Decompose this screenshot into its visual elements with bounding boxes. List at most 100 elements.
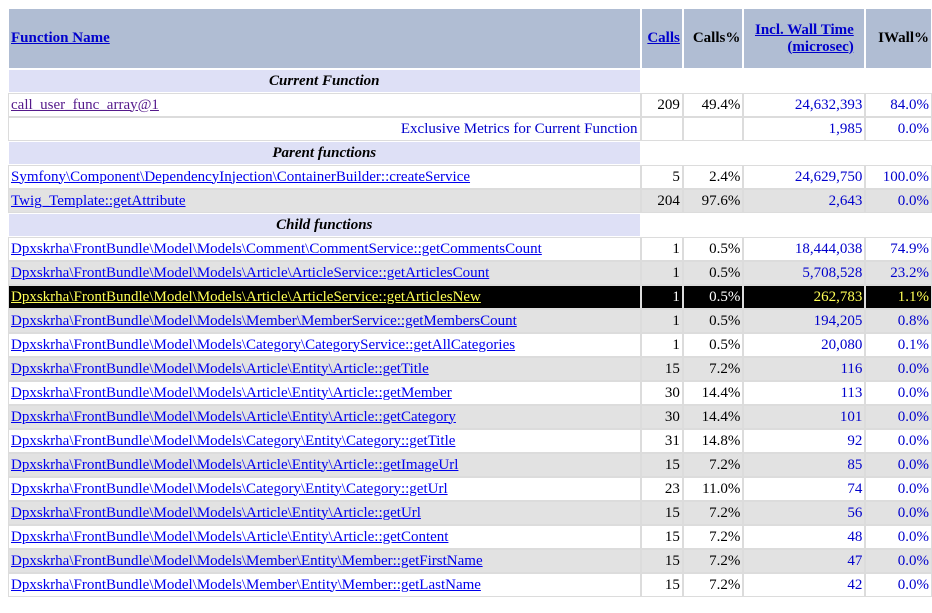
- function-link[interactable]: Dpxskrha\FrontBundle\Model\Models\Articl…: [11, 384, 452, 401]
- section-title: Current Function: [9, 70, 640, 92]
- wall-cell: 1,985: [743, 117, 866, 141]
- parents-row: Symfony\Component\DependencyInjection\Co…: [8, 165, 932, 189]
- children-row: Dpxskrha\FrontBundle\Model\Models\Articl…: [8, 501, 932, 525]
- calls-cell: 15: [640, 525, 683, 549]
- wall-pct-cell: 100.0%: [865, 165, 932, 189]
- function-link[interactable]: Dpxskrha\FrontBundle\Model\Models\Catego…: [11, 432, 456, 449]
- section-parents: Parent functions: [9, 142, 931, 164]
- wall-cell: 42: [743, 573, 866, 597]
- calls-pct-cell: 7.2%: [682, 525, 744, 549]
- wall-cell: 5,708,528: [743, 261, 866, 285]
- function-link[interactable]: Dpxskrha\FrontBundle\Model\Models\Commen…: [11, 240, 542, 257]
- calls-pct-cell: 7.2%: [682, 453, 744, 477]
- function-name-cell: Dpxskrha\FrontBundle\Model\Models\Catego…: [8, 429, 641, 453]
- wall-cell: 20,080: [743, 333, 866, 357]
- children-row: Dpxskrha\FrontBundle\Model\Models\Commen…: [8, 237, 932, 261]
- wall-pct-cell: 23.2%: [865, 261, 932, 285]
- wall-pct-cell: 0.0%: [865, 525, 932, 549]
- calls-pct-cell: 97.6%: [682, 189, 744, 213]
- wall-pct-cell: 0.8%: [865, 309, 932, 333]
- function-name-cell: Dpxskrha\FrontBundle\Model\Models\Articl…: [8, 261, 641, 285]
- wall-pct-cell: 0.0%: [865, 549, 932, 573]
- function-link[interactable]: Dpxskrha\FrontBundle\Model\Models\Catego…: [11, 480, 448, 497]
- function-link[interactable]: Dpxskrha\FrontBundle\Model\Models\Articl…: [11, 504, 421, 521]
- section-title: Child functions: [9, 214, 640, 236]
- wall-cell: 113: [743, 381, 866, 405]
- wall-pct-cell: 0.0%: [865, 429, 932, 453]
- children-row: Dpxskrha\FrontBundle\Model\Models\Articl…: [8, 453, 932, 477]
- sort-calls-link[interactable]: Calls: [647, 30, 680, 46]
- wall-cell: 18,444,038: [743, 237, 866, 261]
- calls-cell: 1: [640, 333, 683, 357]
- calls-cell: 1: [640, 285, 683, 309]
- function-name-cell: Dpxskrha\FrontBundle\Model\Models\Member…: [8, 549, 641, 573]
- function-link[interactable]: Dpxskrha\FrontBundle\Model\Models\Articl…: [11, 528, 449, 545]
- children-row: Dpxskrha\FrontBundle\Model\Models\Articl…: [8, 381, 932, 405]
- wall-pct-cell: 0.0%: [865, 405, 932, 429]
- calls-cell: 23: [640, 477, 683, 501]
- children-row: Dpxskrha\FrontBundle\Model\Models\Catego…: [8, 429, 932, 453]
- function-name-cell: Dpxskrha\FrontBundle\Model\Models\Articl…: [8, 501, 641, 525]
- wall-pct-cell: 1.1%: [865, 285, 932, 309]
- calls-pct-cell: 7.2%: [682, 357, 744, 381]
- profiler-table: Function Name Calls Calls% Incl. Wall Ti…: [7, 7, 932, 598]
- function-link[interactable]: Dpxskrha\FrontBundle\Model\Models\Member…: [11, 312, 517, 329]
- calls-cell: 15: [640, 453, 683, 477]
- function-link[interactable]: Dpxskrha\FrontBundle\Model\Models\Articl…: [11, 360, 429, 377]
- function-name-cell: Dpxskrha\FrontBundle\Model\Models\Articl…: [8, 381, 641, 405]
- function-name-cell: Dpxskrha\FrontBundle\Model\Models\Member…: [8, 309, 641, 333]
- calls-cell: 5: [640, 165, 683, 189]
- incl-wall-time-unit: (microsec): [787, 38, 854, 55]
- calls-cell: 30: [640, 381, 683, 405]
- exclusive-metrics-row: Exclusive Metrics for Current Function 1…: [8, 117, 932, 141]
- children-row: Dpxskrha\FrontBundle\Model\Models\Articl…: [8, 261, 932, 285]
- sort-incl-wall-time-link[interactable]: Incl. Wall Time (microsec): [755, 22, 854, 56]
- wall-pct-cell: 0.0%: [865, 381, 932, 405]
- section-children: Child functions: [9, 214, 931, 236]
- calls-pct-cell: 0.5%: [682, 261, 744, 285]
- wall-cell: 85: [743, 453, 866, 477]
- section-title: Parent functions: [9, 142, 640, 164]
- function-link[interactable]: Twig_Template::getAttribute: [11, 192, 186, 209]
- header-row: Function Name Calls Calls% Incl. Wall Ti…: [9, 9, 931, 68]
- current-function-link[interactable]: call_user_func_array@1: [11, 96, 159, 113]
- function-link[interactable]: Dpxskrha\FrontBundle\Model\Models\Articl…: [11, 408, 456, 425]
- function-link[interactable]: Dpxskrha\FrontBundle\Model\Models\Member…: [11, 576, 481, 593]
- wall-pct-cell: 0.1%: [865, 333, 932, 357]
- col-calls[interactable]: Calls: [641, 9, 682, 68]
- wall-cell: 92: [743, 429, 866, 453]
- function-name-cell: Twig_Template::getAttribute: [8, 189, 641, 213]
- wall-pct-cell: 0.0%: [865, 357, 932, 381]
- function-link[interactable]: Dpxskrha\FrontBundle\Model\Models\Articl…: [11, 288, 481, 305]
- children-row: Dpxskrha\FrontBundle\Model\Models\Articl…: [8, 285, 932, 309]
- function-link[interactable]: Dpxskrha\FrontBundle\Model\Models\Catego…: [11, 336, 516, 353]
- function-link[interactable]: Symfony\Component\DependencyInjection\Co…: [11, 168, 471, 185]
- section-current: Current Function: [9, 70, 931, 92]
- calls-cell: 204: [640, 189, 683, 213]
- wall-pct-cell: 0.0%: [865, 189, 932, 213]
- calls-pct-cell: 0.5%: [682, 237, 744, 261]
- function-link[interactable]: Dpxskrha\FrontBundle\Model\Models\Member…: [11, 552, 483, 569]
- function-link[interactable]: Dpxskrha\FrontBundle\Model\Models\Articl…: [11, 264, 490, 281]
- col-incl-wall-time[interactable]: Incl. Wall Time (microsec): [744, 9, 865, 68]
- calls-cell: 15: [640, 501, 683, 525]
- function-name-cell: Dpxskrha\FrontBundle\Model\Models\Articl…: [8, 453, 641, 477]
- function-link[interactable]: Dpxskrha\FrontBundle\Model\Models\Articl…: [11, 456, 459, 473]
- calls-cell: 31: [640, 429, 683, 453]
- sort-function-name-link[interactable]: Function Name: [11, 30, 110, 46]
- calls-cell: 1: [640, 309, 683, 333]
- col-function-name[interactable]: Function Name: [9, 9, 640, 68]
- wall-cell: 24,629,750: [743, 165, 866, 189]
- wall-pct-cell: 74.9%: [865, 237, 932, 261]
- calls-cell: 1: [640, 261, 683, 285]
- calls-pct-cell: 14.8%: [682, 429, 744, 453]
- wall-cell: 74: [743, 477, 866, 501]
- current-function-row: call_user_func_array@1 209 49.4% 24,632,…: [8, 93, 932, 117]
- children-row: Dpxskrha\FrontBundle\Model\Models\Member…: [8, 309, 932, 333]
- calls-pct-cell: 14.4%: [682, 405, 744, 429]
- children-row: Dpxskrha\FrontBundle\Model\Models\Catego…: [8, 477, 932, 501]
- wall-cell: 262,783: [743, 285, 866, 309]
- calls-pct-cell: 49.4%: [682, 93, 744, 117]
- calls-cell: 1: [640, 237, 683, 261]
- incl-wall-time-label: Incl. Wall Time: [754, 21, 854, 38]
